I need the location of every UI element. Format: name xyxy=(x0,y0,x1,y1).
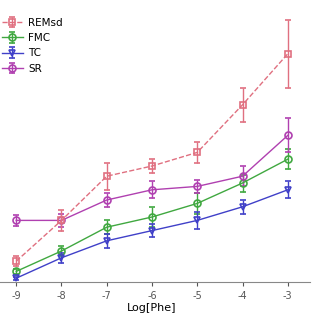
Legend: REMsd, FMC, TC, SR: REMsd, FMC, TC, SR xyxy=(0,15,66,77)
X-axis label: Log[Phe]: Log[Phe] xyxy=(127,303,177,313)
